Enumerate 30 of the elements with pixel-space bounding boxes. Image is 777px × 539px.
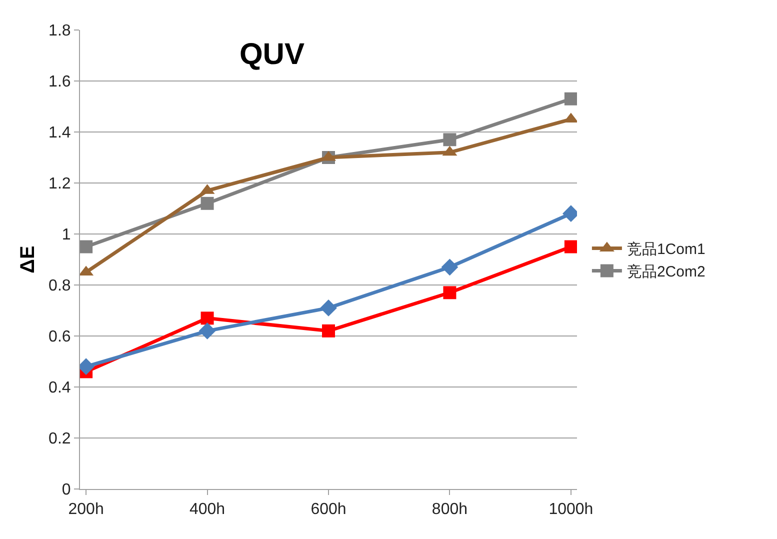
y-tick-label: 1.2	[48, 176, 71, 193]
point	[322, 324, 335, 338]
y-tick-label: 0	[62, 482, 71, 499]
y-tick-label: 0.6	[48, 328, 71, 346]
x-tick-label: 600h	[310, 501, 346, 518]
x-tick-label: 400h	[189, 501, 226, 518]
point	[441, 258, 458, 276]
y-tick-label: 1.6	[48, 74, 71, 91]
y-tick-label: 0.2	[48, 430, 71, 448]
point	[200, 312, 214, 325]
point	[564, 92, 577, 106]
legend-label: 竞品1Com1	[626, 241, 706, 258]
x-tick-label: 800h	[432, 501, 468, 518]
point	[564, 240, 577, 254]
y-tick-label: 1	[62, 226, 71, 244]
y-tick-label: 0.4	[48, 380, 71, 397]
x-tick-label: 200h	[68, 501, 104, 518]
legend-label: 竞品2Com2	[626, 264, 706, 281]
chart-title: QUV	[239, 38, 304, 72]
point	[320, 300, 337, 316]
y-axis-title: ΔE	[17, 246, 40, 274]
y-tick-label: 0.8	[48, 278, 71, 295]
point	[443, 133, 456, 146]
point	[200, 196, 214, 210]
y-tick-label: 1.4	[48, 124, 71, 142]
point	[198, 322, 216, 340]
x-tick-label: 1000h	[548, 501, 594, 518]
point	[80, 240, 93, 254]
point	[443, 286, 456, 300]
y-tick-label: 1.8	[48, 22, 71, 40]
